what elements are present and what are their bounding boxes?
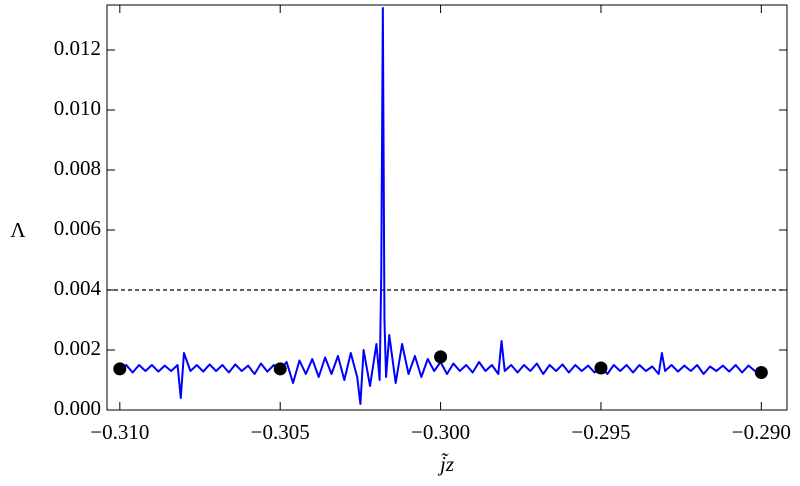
y-tick-label: 0.010 [54,96,101,120]
y-tick-label: 0.002 [54,336,101,360]
data-point [754,366,768,379]
y-tick-label: 0.000 [54,396,101,420]
x-tick-label: −0.295 [571,420,630,444]
y-tick-label: 0.006 [54,216,101,240]
x-tick-label: −0.300 [411,420,470,444]
x-tick-label: −0.305 [251,420,310,444]
y-tick-label: 0.012 [54,36,101,60]
plot-frame [106,4,788,411]
data-point [273,362,287,376]
data-point [594,361,608,375]
x-tick-label: −0.310 [90,420,149,444]
y-tick-label: 0.008 [54,156,101,180]
data-point [434,350,448,364]
data-line [119,7,762,405]
x-tick-label: −0.290 [732,420,791,444]
y-tick-label: 0.004 [54,276,102,300]
y-axis-label: Λ [10,218,26,242]
data-point [113,362,127,376]
x-axis-label: j̃z [437,452,454,476]
